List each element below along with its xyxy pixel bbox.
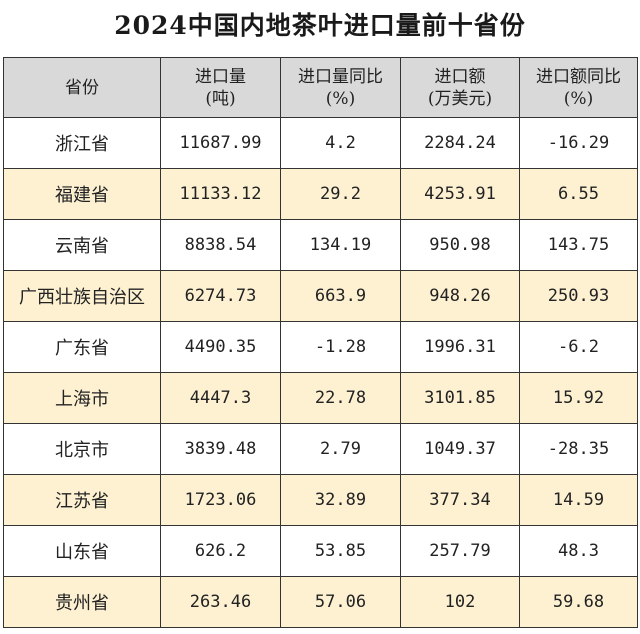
value-yoy-cell: 48.3 [519, 525, 638, 577]
table-row: 北京市 3839.48 2.79 1049.37 -28.35 [3, 423, 638, 475]
volume-yoy-cell: 53.85 [280, 525, 401, 577]
import-value-cell: 2284.24 [400, 117, 520, 169]
value-yoy-cell: 250.93 [519, 270, 638, 322]
data-table: 省份 进口量 (吨) 进口量同比 (%) 进口额 (万美元) 进口额同比 (%) [3, 57, 638, 628]
import-volume-cell: 1723.06 [160, 474, 281, 526]
import-value-cell: 377.34 [400, 474, 520, 526]
province-cell: 广西壮族自治区 [3, 270, 161, 322]
import-value-cell: 4253.91 [400, 168, 520, 220]
province-cell: 贵州省 [3, 576, 161, 628]
import-value-cell: 950.98 [400, 219, 520, 271]
value-yoy-cell: -28.35 [519, 423, 638, 475]
table-row: 贵州省 263.46 57.06 102 59.68 [3, 576, 638, 628]
header-label: 省份 [65, 77, 99, 98]
table-row: 广西壮族自治区 6274.73 663.9 948.26 250.93 [3, 270, 638, 322]
table-row: 山东省 626.2 53.85 257.79 48.3 [3, 525, 638, 577]
value-yoy-cell: 15.92 [519, 372, 638, 424]
header-import-value: 进口额 (万美元) [400, 57, 520, 118]
import-volume-cell: 4447.3 [160, 372, 281, 424]
value-yoy-cell: 14.59 [519, 474, 638, 526]
province-cell: 广东省 [3, 321, 161, 373]
value-yoy-cell: 59.68 [519, 576, 638, 628]
volume-yoy-cell: 2.79 [280, 423, 401, 475]
import-value-cell: 948.26 [400, 270, 520, 322]
table-row: 江苏省 1723.06 32.89 377.34 14.59 [3, 474, 638, 526]
import-value-cell: 1049.37 [400, 423, 520, 475]
header-label: 进口额 [434, 66, 486, 87]
province-cell: 上海市 [3, 372, 161, 424]
import-volume-cell: 8838.54 [160, 219, 281, 271]
header-unit: (%) [325, 88, 356, 109]
import-volume-cell: 626.2 [160, 525, 281, 577]
table-row: 上海市 4447.3 22.78 3101.85 15.92 [3, 372, 638, 424]
header-value-yoy: 进口额同比 (%) [519, 57, 638, 118]
header-row: 省份 进口量 (吨) 进口量同比 (%) 进口额 (万美元) 进口额同比 (%) [3, 57, 638, 118]
province-cell: 山东省 [3, 525, 161, 577]
import-volume-cell: 11133.12 [160, 168, 281, 220]
page-title: 2024中国内地茶叶进口量前十省份 [114, 11, 526, 40]
province-cell: 福建省 [3, 168, 161, 220]
table-row: 福建省 11133.12 29.2 4253.91 6.55 [3, 168, 638, 220]
header-unit: (吨) [205, 88, 236, 109]
import-volume-cell: 3839.48 [160, 423, 281, 475]
value-yoy-cell: -6.2 [519, 321, 638, 373]
volume-yoy-cell: 29.2 [280, 168, 401, 220]
import-value-cell: 102 [400, 576, 520, 628]
value-yoy-cell: -16.29 [519, 117, 638, 169]
header-label: 进口额同比 [536, 66, 621, 87]
header-volume-yoy: 进口量同比 (%) [280, 57, 401, 118]
header-unit: (万美元) [427, 88, 493, 109]
volume-yoy-cell: -1.28 [280, 321, 401, 373]
value-yoy-cell: 6.55 [519, 168, 638, 220]
import-volume-cell: 6274.73 [160, 270, 281, 322]
volume-yoy-cell: 22.78 [280, 372, 401, 424]
province-cell: 浙江省 [3, 117, 161, 169]
table-row: 浙江省 11687.99 4.2 2284.24 -16.29 [3, 117, 638, 169]
header-unit: (%) [563, 88, 594, 109]
volume-yoy-cell: 663.9 [280, 270, 401, 322]
header-import-volume: 进口量 (吨) [160, 57, 281, 118]
table-row: 广东省 4490.35 -1.28 1996.31 -6.2 [3, 321, 638, 373]
table-row: 云南省 8838.54 134.19 950.98 143.75 [3, 219, 638, 271]
volume-yoy-cell: 57.06 [280, 576, 401, 628]
import-volume-cell: 263.46 [160, 576, 281, 628]
province-cell: 江苏省 [3, 474, 161, 526]
import-volume-cell: 11687.99 [160, 117, 281, 169]
province-cell: 云南省 [3, 219, 161, 271]
header-province: 省份 [3, 57, 161, 118]
header-label: 进口量同比 [298, 66, 383, 87]
import-value-cell: 3101.85 [400, 372, 520, 424]
province-cell: 北京市 [3, 423, 161, 475]
import-value-cell: 257.79 [400, 525, 520, 577]
import-value-cell: 1996.31 [400, 321, 520, 373]
value-yoy-cell: 143.75 [519, 219, 638, 271]
import-volume-cell: 4490.35 [160, 321, 281, 373]
volume-yoy-cell: 32.89 [280, 474, 401, 526]
header-label: 进口量 [195, 66, 246, 87]
volume-yoy-cell: 134.19 [280, 219, 401, 271]
volume-yoy-cell: 4.2 [280, 117, 401, 169]
